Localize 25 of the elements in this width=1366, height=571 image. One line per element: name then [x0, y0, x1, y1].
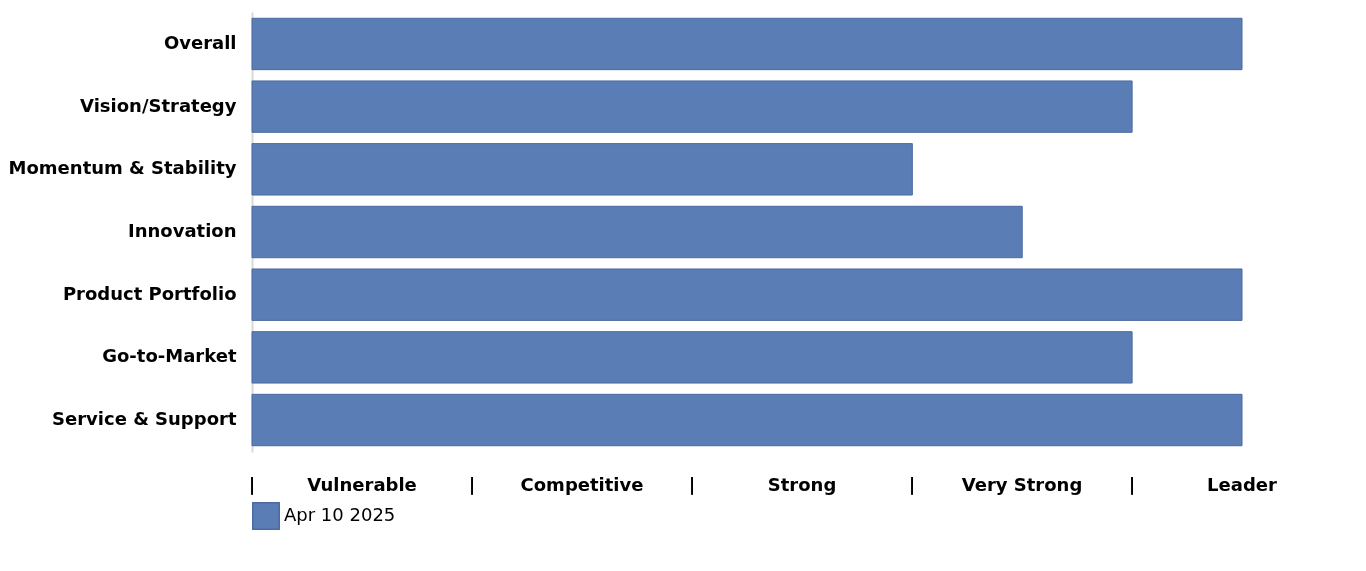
legend-label: Apr 10 2025	[284, 504, 396, 525]
text: |	[908, 474, 916, 495]
bar	[251, 331, 1133, 384]
bar	[251, 143, 913, 196]
text: Very Strong	[961, 474, 1083, 495]
text: |	[468, 474, 476, 495]
text: Vulnerable	[307, 474, 417, 495]
y-tick-label: Momentum & Stability	[8, 157, 237, 179]
bar	[251, 393, 1243, 447]
text: |	[1128, 474, 1136, 495]
y-tick-label: Product Portfolio	[62, 282, 237, 304]
y-tick-label: Vision/Strategy	[80, 94, 237, 116]
bar	[251, 80, 1133, 133]
y-tick-label: Overall	[163, 31, 237, 53]
y-tick-label: Go-to-Market	[102, 345, 237, 367]
bar	[251, 268, 1243, 321]
y-tick-label: Service & Support	[52, 408, 237, 430]
text: Leader	[1207, 474, 1278, 495]
text: |	[248, 474, 256, 495]
text: |	[688, 474, 696, 495]
text: Competitive	[520, 474, 644, 495]
y-tick-label: Innovation	[127, 220, 237, 241]
bar	[251, 205, 1023, 259]
text: Strong	[767, 474, 837, 495]
bar	[251, 17, 1243, 71]
